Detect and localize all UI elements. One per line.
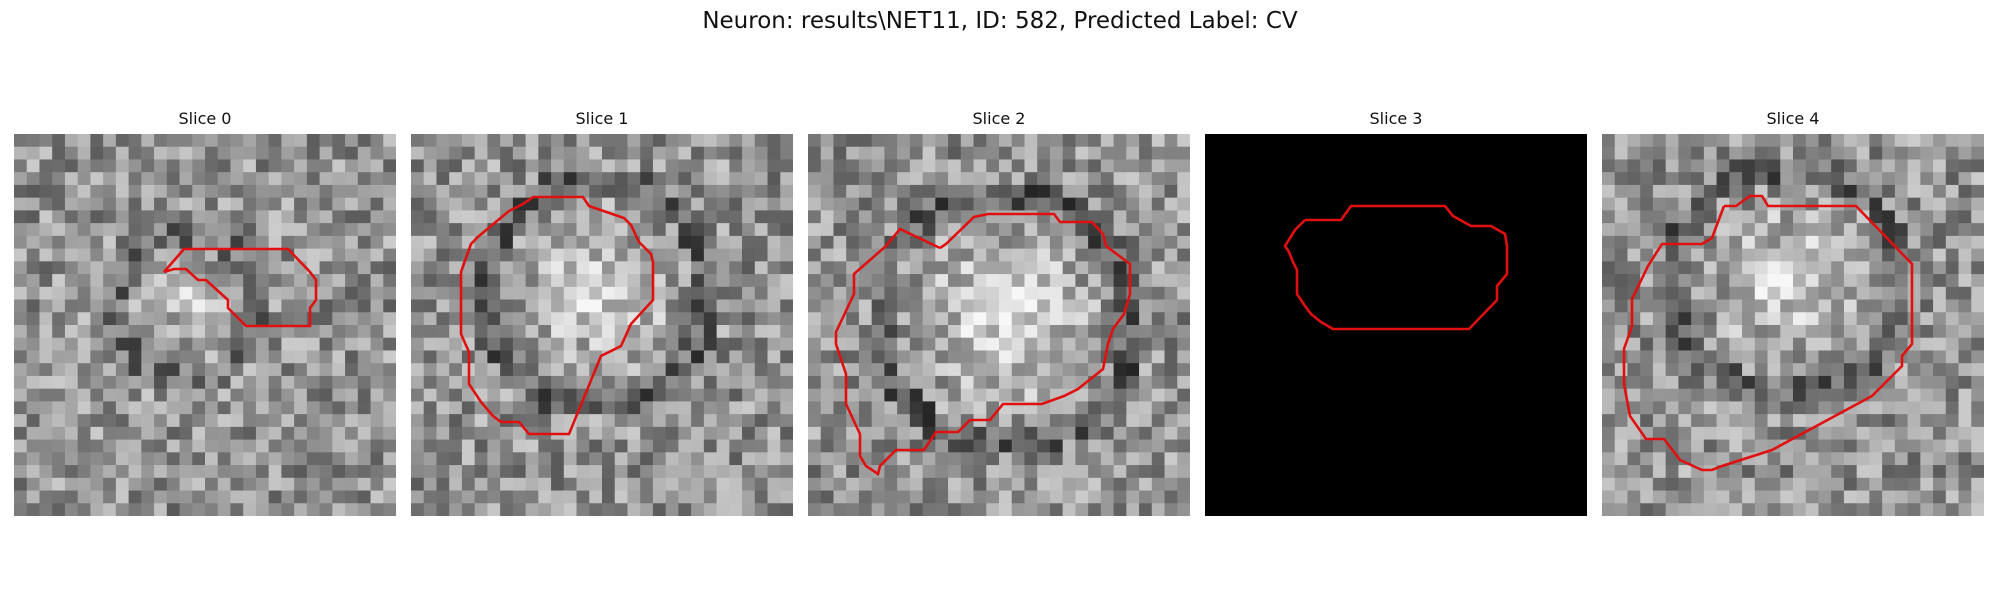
slice-3-image bbox=[1205, 134, 1587, 516]
panel-title-slice-3: Slice 3 bbox=[1369, 109, 1423, 128]
panel-title-slice-2: Slice 2 bbox=[972, 109, 1026, 128]
slice-1-pixels bbox=[411, 134, 793, 516]
figure-title: Neuron: results\NET11, ID: 582, Predicte… bbox=[702, 8, 1298, 34]
slice-0-image bbox=[14, 134, 396, 516]
panel-title-slice-4: Slice 4 bbox=[1766, 109, 1820, 128]
slice-0-pixels bbox=[14, 134, 396, 516]
panel-title-slice-1: Slice 1 bbox=[575, 109, 629, 128]
panel-slice-3: Slice 3 bbox=[1205, 108, 1587, 516]
neuron-contour-slice-3 bbox=[1283, 204, 1509, 331]
slice-3-background bbox=[1205, 134, 1587, 516]
panel-slice-4: Slice 4 bbox=[1602, 108, 1984, 516]
slice-2-pixels bbox=[808, 134, 1190, 516]
panel-slice-2: Slice 2 bbox=[808, 108, 1190, 516]
slice-4-pixels bbox=[1602, 134, 1984, 516]
slice-2-image bbox=[808, 134, 1190, 516]
neuron-contour-slice-0 bbox=[163, 247, 318, 328]
panel-slice-1: Slice 1 bbox=[411, 108, 793, 516]
neuron-contour-slice-1 bbox=[459, 195, 655, 436]
panel-title-slice-0: Slice 0 bbox=[178, 109, 232, 128]
panel-slice-0: Slice 0 bbox=[14, 108, 396, 516]
slice-1-image bbox=[411, 134, 793, 516]
neuron-contour-slice-4 bbox=[1622, 194, 1914, 472]
neuron-contour-slice-2 bbox=[834, 212, 1132, 477]
slice-4-image bbox=[1602, 134, 1984, 516]
